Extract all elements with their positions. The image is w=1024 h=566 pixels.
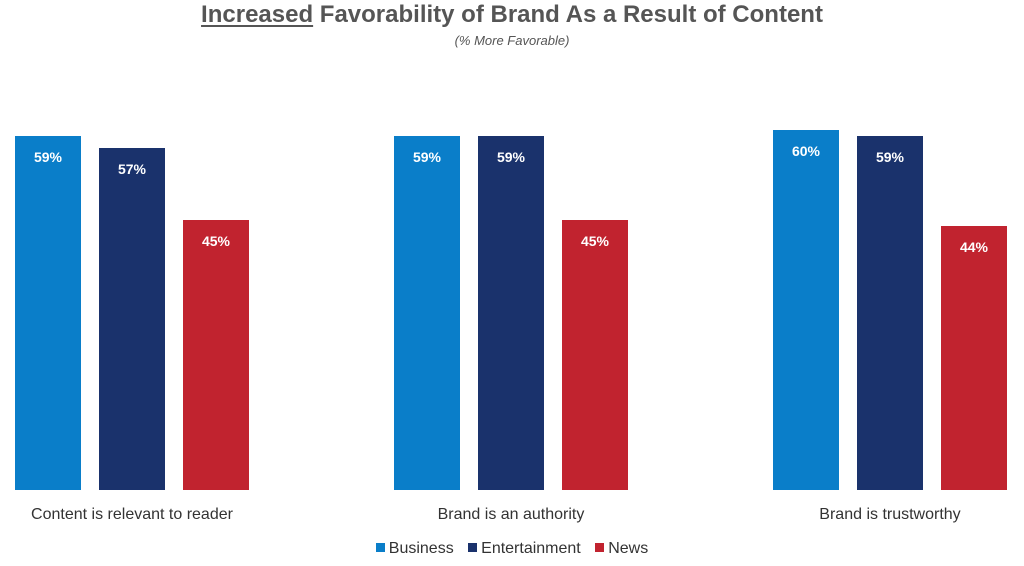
legend-item-news: News: [595, 540, 648, 558]
bar-business-2: [394, 136, 460, 490]
data-label-entertainment-2: 59%: [497, 149, 526, 165]
data-label-news-1: 45%: [202, 233, 231, 249]
chart-title: Increased Favorability of Brand As a Res…: [0, 0, 1024, 30]
bar-business-1: [15, 136, 81, 490]
category-label-2: Brand is an authority: [438, 506, 585, 523]
data-label-business-1: 59%: [34, 149, 63, 165]
legend-label-business: Business: [388, 540, 454, 557]
data-label-entertainment-1: 57%: [118, 161, 147, 177]
category-label-3: Brand is trustworthy: [819, 506, 960, 523]
bar-entertainment-1: [99, 148, 165, 490]
title-rest: Favorability of Brand As a Result of Con…: [313, 1, 823, 28]
data-label-news-2: 45%: [581, 233, 610, 249]
legend-swatch-news: [595, 543, 605, 552]
bar-entertainment-3: [857, 136, 923, 490]
title-underlined: Increased: [201, 1, 314, 28]
legend-item-entertainment: Entertainment: [468, 540, 581, 558]
data-label-business-3: 60%: [792, 143, 821, 159]
bar-business-3: [773, 130, 839, 490]
legend-label-entertainment: Entertainment: [481, 540, 581, 557]
data-label-news-3: 44%: [960, 239, 989, 255]
chart-subtitle: (% More Favorable): [454, 33, 570, 48]
bar-entertainment-2: [478, 136, 544, 490]
legend: Business Entertainment News: [0, 540, 1024, 558]
category-label-1: Content is relevant to reader: [31, 506, 234, 523]
bar-news-2: [562, 220, 628, 490]
legend-item-business: Business: [375, 540, 454, 558]
legend-swatch-entertainment: [468, 543, 478, 552]
legend-label-news: News: [608, 540, 649, 557]
bar-chart: 59% 57% 45% Content is relevant to reader 59…: [15, 130, 1007, 523]
bar-news-3: [941, 226, 1007, 490]
legend-swatch-business: [375, 543, 385, 552]
data-label-business-2: 59%: [413, 149, 442, 165]
bar-news-1: [183, 220, 249, 490]
data-label-entertainment-3: 59%: [876, 149, 905, 165]
